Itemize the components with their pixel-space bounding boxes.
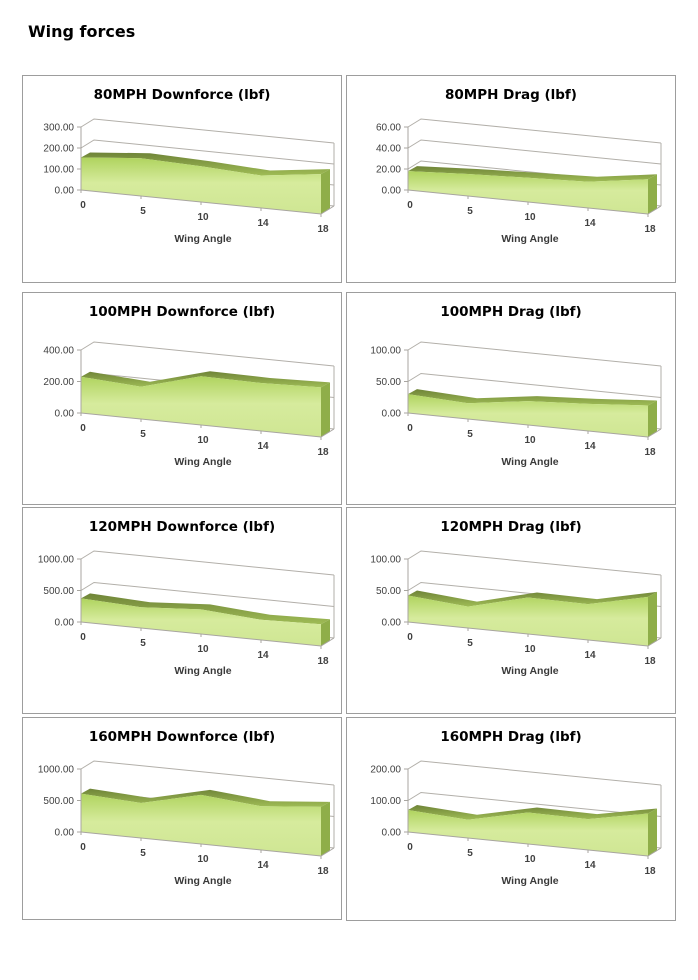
svg-text:14: 14: [257, 441, 269, 452]
area-chart-100mph-drag: 0.00 50.00 100.00 0 5 10 14 18 Wing Angle: [370, 341, 662, 468]
svg-text:10: 10: [197, 435, 209, 446]
chart-title: 100MPH Drag (lbf): [440, 304, 582, 320]
svg-text:100.00: 100.00: [370, 555, 401, 566]
svg-text:300.00: 300.00: [43, 123, 74, 134]
area-chart-80mph-drag: 0.00 20.00 40.00 60.00 0 5 10 14 18 Wing Angle: [376, 118, 662, 245]
svg-text:Wing Angle: Wing Angle: [501, 875, 558, 887]
svg-text:18: 18: [317, 224, 329, 235]
svg-text:5: 5: [140, 429, 146, 440]
svg-text:14: 14: [584, 650, 596, 661]
svg-text:14: 14: [257, 218, 269, 229]
chart-title: 160MPH Downforce (lbf): [88, 729, 276, 745]
svg-text:Wing Angle: Wing Angle: [174, 456, 231, 468]
svg-text:18: 18: [644, 866, 656, 877]
svg-text:10: 10: [197, 854, 209, 865]
chart-title: 100MPH Downforce (lbf): [88, 304, 276, 320]
chart-panel-160mph-downforce: 160MPH Downforce (lbf) 0.00 500.00 1000.00…: [22, 717, 342, 920]
svg-text:0: 0: [80, 842, 86, 853]
svg-text:20.00: 20.00: [376, 165, 401, 176]
svg-text:500.00: 500.00: [43, 586, 74, 597]
svg-text:18: 18: [644, 656, 656, 667]
svg-text:14: 14: [584, 441, 596, 452]
svg-text:0: 0: [407, 842, 413, 853]
chart-title: 80MPH Downforce (lbf): [93, 87, 271, 103]
svg-text:0.00: 0.00: [382, 828, 402, 839]
svg-text:10: 10: [197, 212, 209, 223]
svg-text:Wing Angle: Wing Angle: [501, 456, 558, 468]
svg-text:18: 18: [644, 447, 656, 458]
svg-text:5: 5: [467, 638, 473, 649]
chart-panel-80mph-drag: 80MPH Drag (lbf) 0.00 20.00 40.00 60.00 0 5 10…: [346, 75, 676, 283]
svg-text:400.00: 400.00: [43, 346, 74, 357]
chart-panel-100mph-drag: 100MPH Drag (lbf) 0.00 50.00 100.00 0 5 10 14 1…: [346, 292, 676, 505]
chart-title: 120MPH Downforce (lbf): [88, 519, 276, 535]
svg-text:0.00: 0.00: [382, 618, 402, 629]
svg-text:0: 0: [407, 423, 413, 434]
area-chart-80mph-downforce: 0.00 100.00 200.00 300.00 0 5 10 14 18 Wing Angle: [43, 118, 335, 245]
svg-text:5: 5: [467, 206, 473, 217]
svg-text:5: 5: [467, 429, 473, 440]
svg-text:0.00: 0.00: [55, 186, 75, 197]
svg-text:Wing Angle: Wing Angle: [501, 665, 558, 677]
svg-text:14: 14: [257, 860, 269, 871]
svg-text:Wing Angle: Wing Angle: [174, 875, 231, 887]
svg-text:50.00: 50.00: [376, 586, 401, 597]
svg-text:Wing Angle: Wing Angle: [501, 233, 558, 245]
chart-panel-80mph-downforce: 80MPH Downforce (lbf) 0.00 100.00 200.00 30…: [22, 75, 342, 283]
svg-text:5: 5: [140, 206, 146, 217]
chart-panel-120mph-drag: 120MPH Drag (lbf) 0.00 50.00 100.00 0 5 10 14 1…: [346, 507, 676, 714]
svg-text:18: 18: [317, 866, 329, 877]
svg-text:50.00: 50.00: [376, 377, 401, 388]
svg-text:18: 18: [317, 447, 329, 458]
svg-text:18: 18: [317, 656, 329, 667]
svg-text:0.00: 0.00: [382, 186, 402, 197]
svg-text:1000.00: 1000.00: [38, 555, 75, 566]
svg-text:0: 0: [80, 423, 86, 434]
svg-text:14: 14: [584, 218, 596, 229]
svg-text:0: 0: [80, 200, 86, 211]
page-title: Wing forces: [28, 22, 136, 41]
svg-text:200.00: 200.00: [43, 377, 74, 388]
svg-text:0: 0: [407, 200, 413, 211]
area-chart-120mph-drag: 0.00 50.00 100.00 0 5 10 14 18 Wing Angle: [370, 550, 662, 677]
svg-text:40.00: 40.00: [376, 144, 401, 155]
svg-text:500.00: 500.00: [43, 796, 74, 807]
svg-text:5: 5: [140, 848, 146, 859]
area-chart-100mph-downforce: 0.00 200.00 400.00 0 5 10 14 18 Wing Angle: [43, 341, 335, 468]
chart-panel-160mph-drag: 160MPH Drag (lbf) 0.00 100.00 200.00 0 5 10 14…: [346, 717, 676, 921]
svg-text:14: 14: [584, 860, 596, 871]
svg-text:5: 5: [467, 848, 473, 859]
svg-text:10: 10: [197, 644, 209, 655]
svg-text:10: 10: [524, 435, 536, 446]
area-chart-160mph-drag: 0.00 100.00 200.00 0 5 10 14 18 Wing Angle: [370, 760, 662, 887]
chart-title: 80MPH Drag (lbf): [445, 87, 577, 103]
svg-text:0.00: 0.00: [55, 828, 75, 839]
chart-title: 120MPH Drag (lbf): [440, 519, 582, 535]
svg-text:100.00: 100.00: [370, 796, 401, 807]
svg-text:0.00: 0.00: [382, 409, 402, 420]
svg-text:100.00: 100.00: [370, 346, 401, 357]
svg-text:100.00: 100.00: [43, 165, 74, 176]
area-chart-160mph-downforce: 0.00 500.00 1000.00 0 5 10 14 18 Wing Angle: [38, 760, 335, 887]
svg-text:Wing Angle: Wing Angle: [174, 665, 231, 677]
svg-text:200.00: 200.00: [370, 765, 401, 776]
chart-title: 160MPH Drag (lbf): [440, 729, 582, 745]
svg-text:0.00: 0.00: [55, 409, 75, 420]
chart-panel-120mph-downforce: 120MPH Downforce (lbf) 0.00 500.00 1000.00…: [22, 507, 342, 714]
svg-text:200.00: 200.00: [43, 144, 74, 155]
chart-panel-100mph-downforce: 100MPH Downforce (lbf) 0.00 200.00 400.00 0…: [22, 292, 342, 505]
area-chart-120mph-downforce: 0.00 500.00 1000.00 0 5 10 14 18 Wing Angle: [38, 550, 335, 677]
svg-text:0: 0: [80, 632, 86, 643]
svg-text:10: 10: [524, 212, 536, 223]
svg-text:14: 14: [257, 650, 269, 661]
svg-text:Wing Angle: Wing Angle: [174, 233, 231, 245]
svg-text:18: 18: [644, 224, 656, 235]
svg-text:60.00: 60.00: [376, 123, 401, 134]
svg-text:5: 5: [140, 638, 146, 649]
svg-text:10: 10: [524, 854, 536, 865]
svg-text:0: 0: [407, 632, 413, 643]
svg-text:0.00: 0.00: [55, 618, 75, 629]
svg-text:1000.00: 1000.00: [38, 765, 75, 776]
svg-text:10: 10: [524, 644, 536, 655]
